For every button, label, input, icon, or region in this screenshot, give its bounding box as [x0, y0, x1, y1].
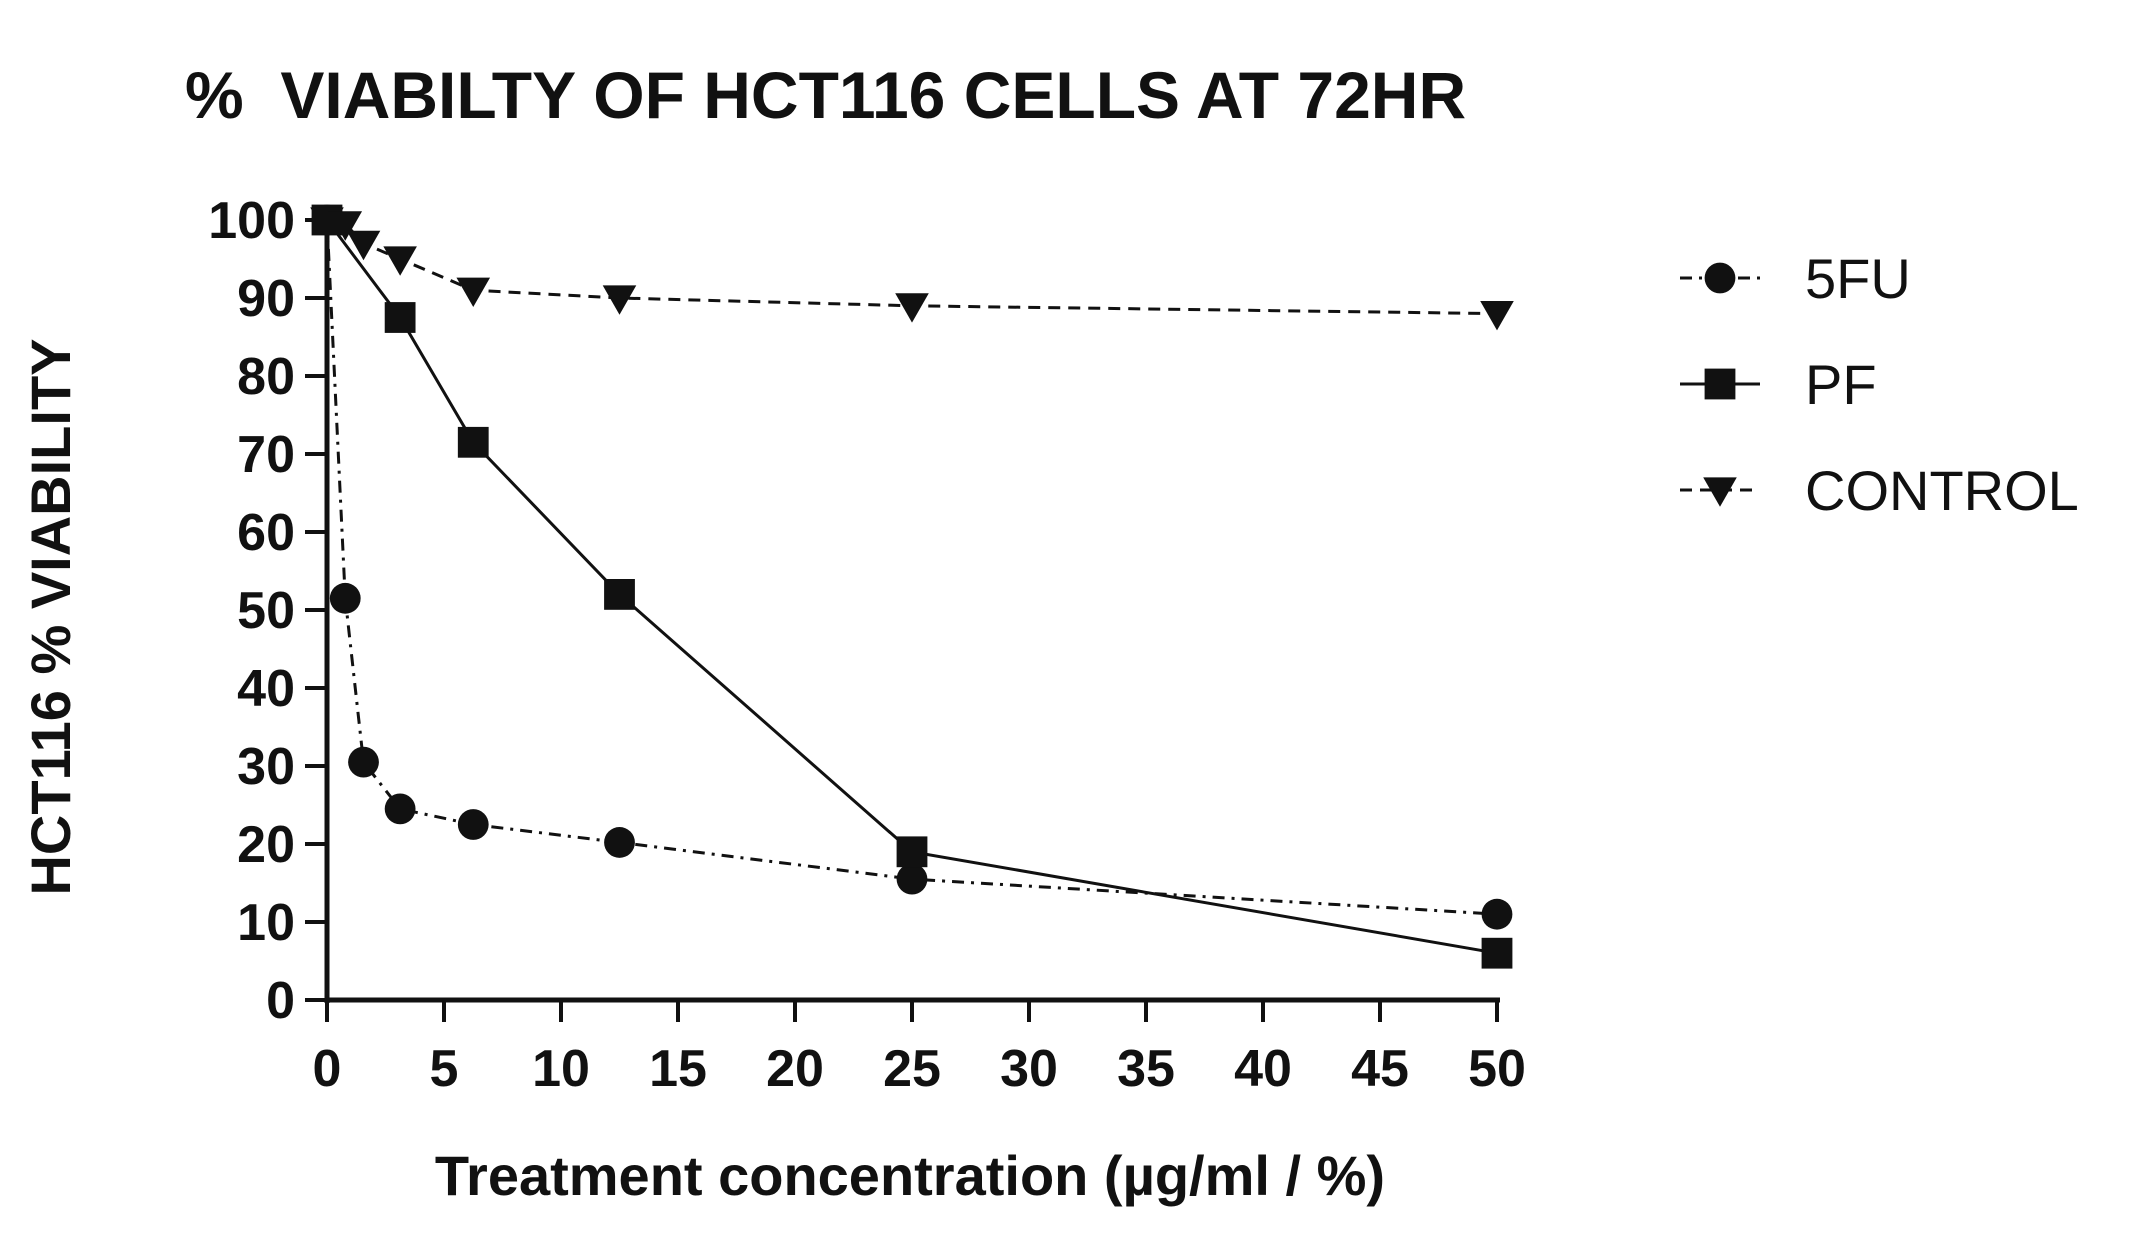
x-tick-label: 15 [649, 1040, 707, 1098]
data-point-5fu [896, 863, 928, 895]
x-axis-label: Treatment concentration (µg/ml / %) [435, 1144, 1385, 1207]
x-tick-label: 35 [1117, 1040, 1175, 1098]
y-tick-label: 60 [237, 504, 295, 562]
chart-title: % VIABILTY OF HCT116 CELLS AT 72HR [185, 58, 1466, 132]
y-tick-label: 90 [237, 270, 295, 328]
data-point-control [895, 293, 929, 323]
legend: 5FU PF CONTROL [1680, 247, 2079, 522]
legend-marker-5fu [1704, 262, 1736, 294]
data-point-5fu [329, 582, 361, 614]
y-tick-label: 70 [237, 426, 295, 484]
data-point-pf [457, 426, 489, 458]
data-point-control [1480, 301, 1514, 331]
legend-marker-pf [1704, 368, 1736, 400]
data-point-5fu [384, 793, 416, 825]
data-point-5fu [348, 746, 379, 778]
legend-label-pf: PF [1805, 353, 1877, 416]
data-point-pf [896, 836, 928, 868]
data-point-control [383, 246, 417, 276]
x-tick-label: 20 [766, 1040, 824, 1098]
y-tick-label: 50 [237, 582, 295, 640]
data-point-5fu [1481, 898, 1513, 930]
y-axis-label: HCT116 % VIABILITY [19, 338, 82, 895]
x-tick-label: 25 [883, 1040, 941, 1098]
x-tick-label: 0 [313, 1040, 342, 1098]
series-line-pf [325, 219, 1498, 955]
data-point-control [346, 230, 381, 261]
data-point-pf [604, 579, 635, 610]
y-tick-label: 30 [237, 738, 295, 796]
x-tick-label: 50 [1468, 1040, 1526, 1098]
data-point-control [602, 285, 637, 315]
data-point-pf [384, 302, 416, 333]
y-tick-label: 40 [237, 660, 295, 718]
x-tick-label: 5 [430, 1040, 459, 1098]
data-point-control [456, 277, 491, 307]
axes: 0 5 10 15 20 25 30 35 40 45 50 0 10 20 30 40 50 60 70 80 90 1… [208, 192, 1526, 1098]
y-tick-label: 20 [237, 816, 295, 874]
legend-marker-control [1703, 477, 1737, 507]
data-point-pf [1481, 937, 1513, 969]
x-tick-label: 45 [1351, 1040, 1409, 1098]
legend-label-control: CONTROL [1805, 459, 2079, 522]
series-line-5fu [325, 219, 1498, 916]
x-tick-label: 40 [1234, 1040, 1292, 1098]
data-point-5fu [604, 827, 635, 858]
y-tick-label: 80 [237, 348, 295, 406]
y-tick-label: 10 [237, 894, 295, 952]
data-point-5fu [457, 809, 489, 840]
legend-label-5fu: 5FU [1805, 247, 1911, 310]
x-tick-label: 10 [532, 1040, 590, 1098]
y-tick-label: 0 [266, 972, 295, 1030]
y-tick-label: 100 [208, 192, 295, 250]
data-point-control [328, 211, 363, 241]
x-tick-label: 30 [1000, 1040, 1058, 1098]
series-markers [310, 204, 1514, 969]
